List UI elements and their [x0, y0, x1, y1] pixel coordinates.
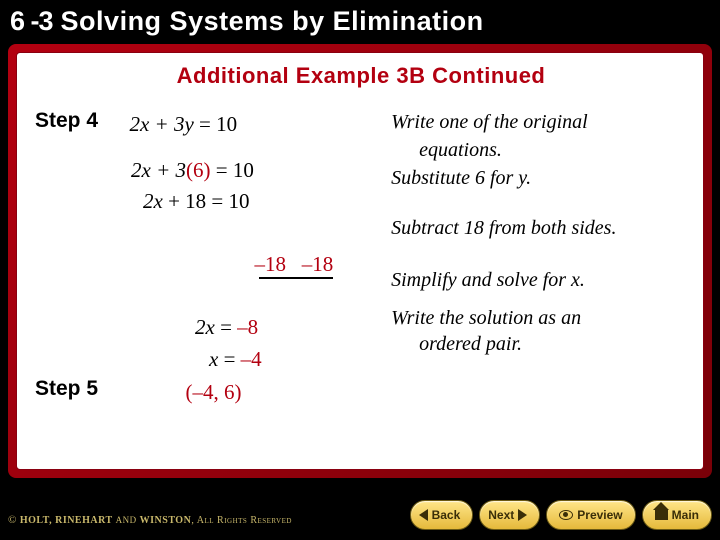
back-arrow-icon [419, 509, 428, 521]
title-bar: 6 -3 Solving Systems by Elimination [0, 0, 720, 43]
slide-frame: Additional Example 3B Continued Step 4 2… [8, 44, 712, 478]
step-5-label: Step 5 [35, 377, 125, 401]
equation-block: 2x + 3y = 10 [129, 109, 237, 141]
main-label: Main [672, 508, 699, 522]
home-icon [655, 510, 668, 520]
chapter-number: 6 -3 [10, 6, 53, 36]
solution-pair: (–4, 6) [129, 377, 241, 409]
eye-icon [559, 510, 573, 520]
eq-2x: 2x = –8 [131, 312, 333, 344]
back-label: Back [432, 508, 461, 522]
explain-1: Write one of the original [391, 109, 687, 135]
copyright-text: © HOLT, RINEHART AND WINSTON, All Rights… [8, 514, 292, 526]
explain-5: Write the solution as an [391, 305, 687, 331]
next-button[interactable]: Next [479, 500, 540, 530]
eq-subtract-18: –18 –18 [131, 218, 333, 313]
step-4-label: Step 4 [35, 109, 125, 133]
explain-2: Substitute 6 for y. [391, 165, 687, 191]
preview-label: Preview [577, 508, 622, 522]
explain-3: Subtract 18 from both sides. [391, 215, 687, 241]
slide-subtitle: Additional Example 3B Continued [35, 63, 687, 89]
footer-bar: © HOLT, RINEHART AND WINSTON, All Rights… [0, 482, 720, 540]
explain-5b: ordered pair. [391, 331, 687, 357]
eq-simplify: 2x + 18 = 10 [131, 186, 333, 218]
lesson-title: Solving Systems by Elimination [61, 6, 484, 36]
main-button[interactable]: Main [642, 500, 712, 530]
explanation-column: Write one of the original equations. Sub… [387, 109, 687, 409]
equations-column: Step 4 2x + 3y = 10 2x + 3(6) = 10 2x + … [35, 109, 387, 409]
eq-original: 2x + 3y = 10 [129, 112, 237, 136]
slide-panel: Additional Example 3B Continued Step 4 2… [16, 52, 704, 470]
next-label: Next [488, 508, 514, 522]
eq-x: x = –4 [131, 344, 333, 376]
equation-work: 2x + 3(6) = 10 2x + 18 = 10 –18 –18 2x =… [131, 155, 333, 376]
preview-button[interactable]: Preview [546, 500, 635, 530]
back-button[interactable]: Back [410, 500, 474, 530]
explain-1b: equations. [391, 137, 687, 163]
next-arrow-icon [518, 509, 527, 521]
nav-buttons: Back Next Preview Main [410, 500, 712, 530]
content-row: Step 4 2x + 3y = 10 2x + 3(6) = 10 2x + … [35, 109, 687, 409]
eq-substitute: 2x + 3(6) = 10 [131, 155, 333, 187]
explain-4: Simplify and solve for x. [391, 267, 687, 293]
